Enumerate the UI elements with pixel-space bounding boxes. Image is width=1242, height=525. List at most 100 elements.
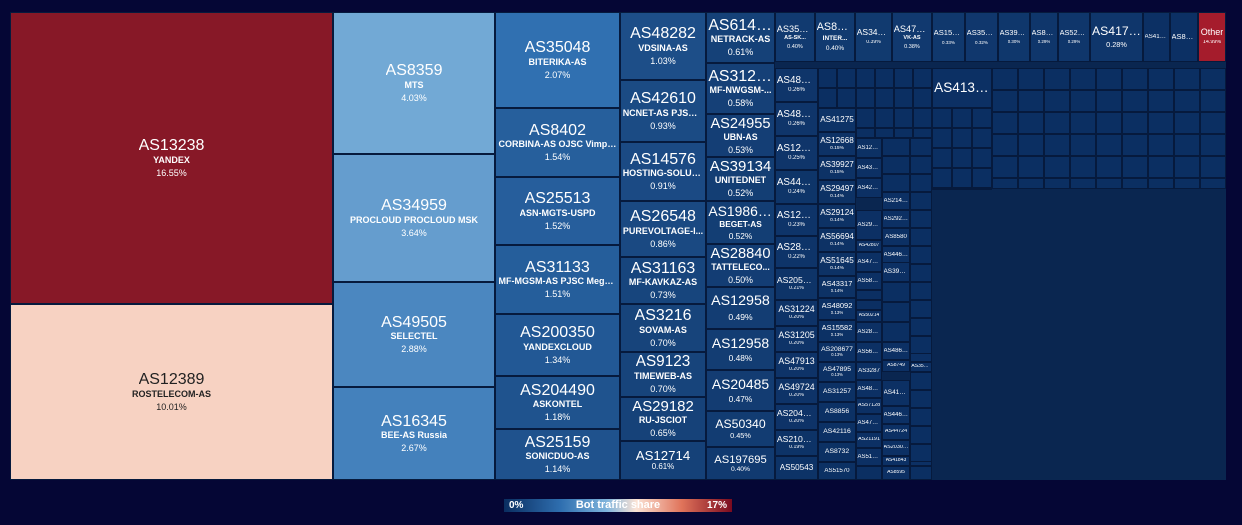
treemap-cell-small[interactable] <box>1148 156 1174 178</box>
treemap-cell-small[interactable] <box>1096 178 1122 189</box>
treemap-cell-small[interactable] <box>1096 90 1122 112</box>
treemap-cell-as9123[interactable]: AS9123 TIMEWEB-AS 0.70% <box>620 352 706 397</box>
treemap-cell-as35830[interactable]: AS35830 0.32% <box>965 12 998 62</box>
treemap-cell-as205000[interactable]: AS205000 0.21% <box>775 268 818 300</box>
treemap-cell-as43317[interactable]: AS43317 0.14% <box>818 276 856 298</box>
treemap-cell-small[interactable] <box>910 466 932 480</box>
treemap-cell-as42116[interactable]: AS42116 <box>818 422 856 442</box>
treemap-cell-small[interactable] <box>882 322 910 342</box>
treemap-cell-small[interactable] <box>1096 112 1122 134</box>
treemap-cell-as52007[interactable]: AS52007 0.29% <box>1058 12 1090 62</box>
treemap-cell-as208677[interactable]: AS208677 0.13% <box>818 342 856 362</box>
treemap-cell-as203020[interactable]: AS203020 <box>882 440 910 456</box>
treemap-cell-as48347[interactable]: AS48347 0.26% <box>775 102 818 136</box>
treemap-cell-small[interactable] <box>1122 112 1148 134</box>
treemap-cell-small[interactable] <box>932 148 952 168</box>
treemap-cell-small[interactable] <box>818 88 837 108</box>
treemap-cell-small[interactable] <box>894 68 913 88</box>
treemap-cell-small[interactable] <box>1148 112 1174 134</box>
treemap-cell-small[interactable] <box>910 300 932 318</box>
treemap-cell-small[interactable] <box>1070 112 1096 134</box>
treemap-cell-small[interactable] <box>932 168 952 188</box>
treemap-cell-small[interactable] <box>910 282 932 300</box>
treemap-cell-as34665[interactable]: AS34665 0.39% <box>855 12 892 62</box>
treemap-cell-small[interactable] <box>856 88 875 108</box>
treemap-cell-as3287[interactable]: AS3287 <box>856 362 882 380</box>
treemap-cell-small[interactable] <box>1018 178 1044 189</box>
treemap-cell-as12958[interactable]: AS12958 0.48% <box>706 329 775 370</box>
treemap-cell-as31257[interactable]: AS31257 <box>818 382 856 402</box>
treemap-cell-as28840[interactable]: AS28840 TATTELECO... 0.50% <box>706 244 775 287</box>
treemap-cell-small[interactable] <box>1070 90 1096 112</box>
treemap-cell-as48108[interactable]: AS48108 0.26% <box>775 68 818 102</box>
treemap-cell-small[interactable] <box>1174 178 1200 189</box>
treemap-cell-small[interactable] <box>992 156 1018 178</box>
treemap-cell-small[interactable] <box>875 68 894 88</box>
treemap-cell-as12722[interactable]: AS12722 <box>856 138 882 158</box>
treemap-cell-as20485[interactable]: AS20485 0.47% <box>706 370 775 411</box>
treemap-cell-small[interactable] <box>1018 112 1044 134</box>
treemap-cell-as48642[interactable]: AS48642 <box>882 342 910 360</box>
treemap-cell-small[interactable] <box>882 302 910 322</box>
treemap-cell-as28884[interactable]: AS28884 <box>856 322 882 342</box>
treemap-cell-small[interactable] <box>894 88 913 108</box>
treemap-cell-as8749[interactable]: AS8749 <box>882 360 910 372</box>
treemap-cell-small[interactable] <box>910 210 932 228</box>
treemap-cell-small[interactable] <box>1174 134 1200 156</box>
treemap-cell-small[interactable] <box>1200 178 1226 189</box>
treemap-cell-as39435[interactable]: AS39435 0.30% <box>998 12 1030 62</box>
treemap-cell-as57128[interactable]: AS57128 <box>856 398 882 414</box>
treemap-cell-small[interactable] <box>952 148 972 168</box>
treemap-cell-small[interactable] <box>1148 90 1174 112</box>
treemap-cell-as8369[interactable]: AS8369 INTER... 0.40% <box>815 12 855 62</box>
treemap-cell-as13238[interactable]: AS13238 YANDEX 16.55% <box>10 12 333 304</box>
treemap-cell-small[interactable] <box>1070 156 1096 178</box>
treemap-cell-small[interactable] <box>856 300 882 310</box>
treemap-cell-as39374[interactable]: AS39374 <box>882 262 910 282</box>
treemap-cell-other[interactable]: Other 14.99% <box>1198 12 1226 62</box>
treemap-cell-as47913[interactable]: AS47913 0.20% <box>775 352 818 378</box>
treemap-cell-as41733[interactable]: AS41733 0.28% <box>1090 12 1143 62</box>
treemap-cell-small[interactable] <box>992 134 1018 156</box>
treemap-cell-small[interactable] <box>913 88 932 108</box>
treemap-cell-small[interactable] <box>910 192 932 210</box>
treemap-cell-as50543[interactable]: AS50543 <box>775 456 818 480</box>
treemap-cell-as42610[interactable]: AS42610 NCNET-AS PJSC ... 0.93% <box>620 80 706 142</box>
treemap-cell-small[interactable] <box>932 108 952 128</box>
treemap-cell-small[interactable] <box>1044 134 1070 156</box>
treemap-cell-small[interactable] <box>1200 90 1226 112</box>
treemap-cell-as8402[interactable]: AS8402 CORBINA-AS OJSC Vimpel... 1.54% <box>495 108 620 177</box>
treemap-cell-small[interactable] <box>910 138 932 156</box>
treemap-cell-as44391[interactable]: AS44391 0.24% <box>775 170 818 204</box>
treemap-cell-as8342[interactable]: AS8342 <box>1170 12 1198 62</box>
treemap-cell-small[interactable] <box>1122 90 1148 112</box>
treemap-cell-as14576[interactable]: AS14576 HOSTING-SOLUT... 0.91% <box>620 142 706 201</box>
treemap-cell-small[interactable] <box>1044 90 1070 112</box>
treemap-cell-as21191[interactable]: AS21191 <box>856 432 882 448</box>
treemap-cell-as200350[interactable]: AS200350 YANDEXCLOUD 1.34% <box>495 314 620 376</box>
treemap-cell-as51859[interactable]: AS51859 <box>856 448 882 466</box>
treemap-cell-small[interactable] <box>1096 156 1122 178</box>
treemap-cell-as8595[interactable]: AS8595 <box>882 466 910 480</box>
treemap-cell-small[interactable] <box>952 188 972 190</box>
treemap-cell-as8580[interactable]: AS8580 <box>882 228 910 246</box>
treemap-cell-as41330[interactable]: AS41330 <box>932 68 992 108</box>
treemap-cell-small[interactable] <box>1122 178 1148 189</box>
treemap-cell-as31163[interactable]: AS31163 MF-KAVKAZ-AS 0.73% <box>620 257 706 304</box>
treemap-cell-small[interactable] <box>952 128 972 148</box>
treemap-cell-as44604[interactable]: AS44604 <box>882 406 910 424</box>
treemap-cell-small[interactable] <box>882 156 910 174</box>
treemap-cell-small[interactable] <box>1148 68 1174 90</box>
treemap-cell-small[interactable] <box>818 68 837 88</box>
treemap-cell-as31205[interactable]: AS31205 0.20% <box>775 326 818 352</box>
treemap-cell-as35728[interactable]: AS35728 <box>910 362 932 372</box>
treemap-cell-as47895[interactable]: AS47895 0.13% <box>818 362 856 382</box>
treemap-cell-as34959[interactable]: AS34959 PROCLOUD PROCLOUD MSK 3.64% <box>333 154 495 282</box>
treemap-cell-small[interactable] <box>952 168 972 188</box>
treemap-cell-small[interactable] <box>1122 156 1148 178</box>
treemap-cell-as210610[interactable]: AS210610 0.19% <box>775 430 818 456</box>
treemap-cell-small[interactable] <box>910 408 932 426</box>
treemap-cell-as42632[interactable]: AS42632 <box>856 178 882 198</box>
treemap-cell-as197695[interactable]: AS197695 0.40% <box>706 447 775 480</box>
treemap-cell-small[interactable] <box>910 174 932 192</box>
